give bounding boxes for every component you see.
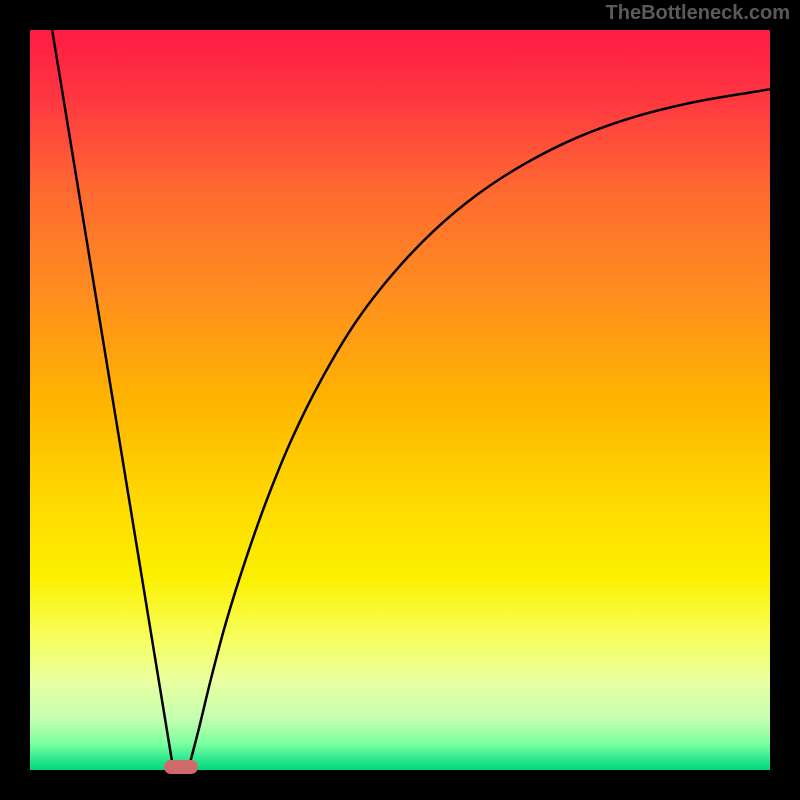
chart-container: TheBottleneck.com	[0, 0, 800, 800]
bottleneck-curve	[30, 30, 770, 770]
plot-area	[30, 30, 770, 770]
attribution-text: TheBottleneck.com	[606, 2, 790, 25]
minimum-marker	[164, 760, 198, 774]
